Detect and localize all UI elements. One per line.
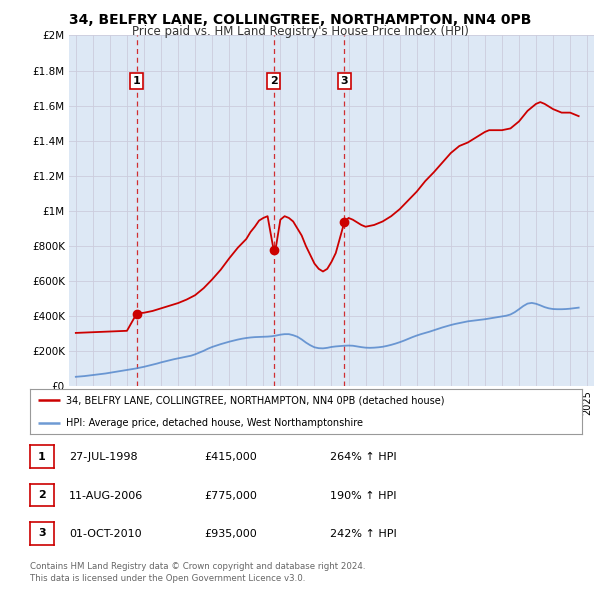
Text: Price paid vs. HM Land Registry's House Price Index (HPI): Price paid vs. HM Land Registry's House … <box>131 25 469 38</box>
Text: 2: 2 <box>38 490 46 500</box>
Text: 264% ↑ HPI: 264% ↑ HPI <box>330 453 397 462</box>
Text: £415,000: £415,000 <box>204 453 257 462</box>
Text: HPI: Average price, detached house, West Northamptonshire: HPI: Average price, detached house, West… <box>66 418 363 428</box>
Text: 190% ↑ HPI: 190% ↑ HPI <box>330 491 397 500</box>
Text: 34, BELFRY LANE, COLLINGTREE, NORTHAMPTON, NN4 0PB (detached house): 34, BELFRY LANE, COLLINGTREE, NORTHAMPTO… <box>66 395 445 405</box>
Text: 01-OCT-2010: 01-OCT-2010 <box>69 529 142 539</box>
Text: 3: 3 <box>38 529 46 538</box>
Text: 242% ↑ HPI: 242% ↑ HPI <box>330 529 397 539</box>
Text: 27-JUL-1998: 27-JUL-1998 <box>69 453 137 462</box>
Text: Contains HM Land Registry data © Crown copyright and database right 2024.: Contains HM Land Registry data © Crown c… <box>30 562 365 571</box>
Text: 2: 2 <box>270 76 278 86</box>
Text: This data is licensed under the Open Government Licence v3.0.: This data is licensed under the Open Gov… <box>30 574 305 583</box>
Text: 3: 3 <box>340 76 348 86</box>
Text: 34, BELFRY LANE, COLLINGTREE, NORTHAMPTON, NN4 0PB: 34, BELFRY LANE, COLLINGTREE, NORTHAMPTO… <box>69 13 531 27</box>
Text: 11-AUG-2006: 11-AUG-2006 <box>69 491 143 500</box>
Text: 1: 1 <box>133 76 140 86</box>
Text: £775,000: £775,000 <box>204 491 257 500</box>
Text: 1: 1 <box>38 452 46 461</box>
Text: £935,000: £935,000 <box>204 529 257 539</box>
